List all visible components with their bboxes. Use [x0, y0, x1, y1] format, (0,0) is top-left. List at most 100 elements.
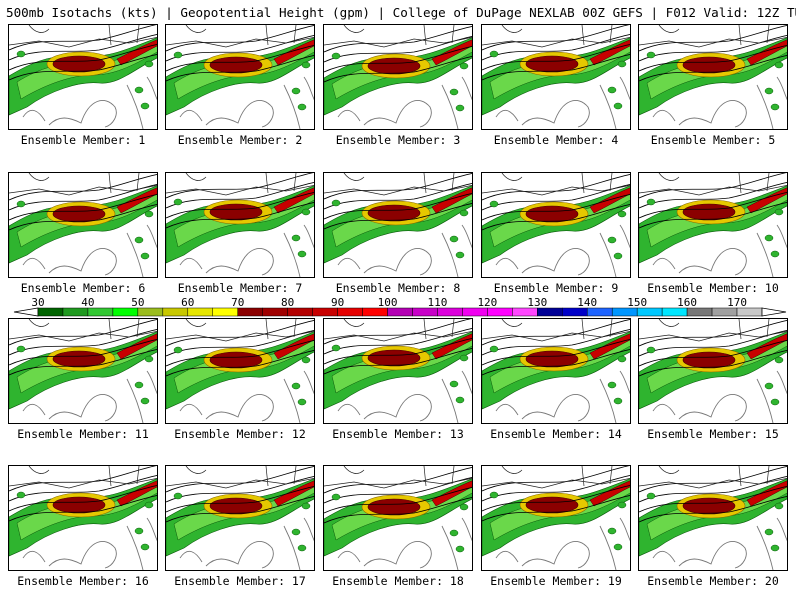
ensemble-member-map-10 — [638, 172, 788, 278]
height-contour — [482, 466, 630, 492]
chart-title: 500mb Isotachs (kts) | Geopotential Heig… — [6, 5, 796, 20]
jet-east-streak — [431, 480, 472, 507]
colorbar-tick-label: 80 — [281, 296, 295, 309]
small-isotach-blob — [140, 102, 150, 110]
height-contour — [482, 349, 630, 376]
small-isotach-blob — [297, 398, 307, 406]
jet-core — [682, 56, 736, 74]
small-isotach-blob — [489, 200, 499, 208]
ensemble-member-label: Ensemble Member: 14 — [490, 427, 622, 441]
ensemble-member-map-16 — [8, 465, 158, 571]
height-contour — [9, 194, 157, 221]
height-contour — [482, 495, 630, 522]
height-contour — [639, 466, 787, 493]
height-contour — [482, 44, 630, 71]
political-borders — [9, 319, 157, 342]
colorbar-swatch — [362, 307, 388, 317]
ensemble-member-label: Ensemble Member: 6 — [20, 281, 146, 295]
small-isotach-blob — [459, 62, 469, 70]
small-isotach-blob — [140, 397, 150, 405]
ensemble-member-label: Ensemble Member: 2 — [177, 133, 303, 147]
small-isotach-blob — [764, 87, 774, 95]
small-isotach-blob — [173, 198, 183, 206]
colorbar-swatch — [661, 307, 688, 317]
jet-east-streak — [116, 480, 157, 507]
small-isotach-blob — [331, 493, 341, 501]
height-contour — [639, 35, 787, 62]
height-contour — [324, 328, 472, 355]
height-contour — [324, 338, 472, 365]
height-contour — [166, 45, 314, 72]
jet-core — [525, 205, 579, 223]
height-contour — [9, 34, 157, 61]
jet-core — [209, 351, 263, 369]
jet-core — [525, 55, 579, 73]
political-borders — [166, 25, 314, 48]
ensemble-member-label: Ensemble Member: 16 — [17, 574, 149, 588]
ensemble-member-label: Ensemble Member: 18 — [332, 574, 464, 588]
coastline — [179, 76, 314, 129]
ensemble-member-map-12 — [165, 318, 315, 424]
small-isotach-blob — [134, 86, 144, 94]
ensemble-member-label: Ensemble Member: 17 — [174, 574, 306, 588]
small-isotach-blob — [455, 396, 465, 404]
height-contour — [9, 495, 157, 522]
height-contour — [482, 329, 630, 356]
height-contour — [9, 44, 157, 71]
ensemble-member-map-19 — [481, 465, 631, 571]
small-isotach-blob — [459, 209, 469, 217]
ensemble-member-label: Ensemble Member: 12 — [174, 427, 306, 441]
small-isotach-blob — [144, 501, 154, 509]
coastline — [495, 224, 630, 277]
political-borders — [324, 319, 472, 342]
small-isotach-blob — [617, 60, 627, 68]
coastline — [495, 76, 630, 129]
colorbar-tick-label: 60 — [181, 296, 195, 309]
small-isotach-blob — [613, 543, 623, 551]
colorbar-swatch — [586, 307, 613, 317]
small-isotach-blob — [646, 198, 656, 206]
small-isotach-blob — [144, 210, 154, 218]
small-isotach-blob — [489, 50, 499, 58]
small-isotach-blob — [331, 344, 341, 352]
small-isotach-blob — [134, 527, 144, 535]
height-contour — [324, 497, 472, 524]
ensemble-member-map-1 — [8, 24, 158, 130]
jet-east-streak — [746, 187, 787, 214]
small-isotach-blob — [134, 381, 144, 389]
jet-east-streak — [273, 187, 314, 214]
coastline — [652, 76, 787, 129]
coastline — [179, 517, 314, 570]
colorbar-swatch — [437, 307, 463, 317]
colorbar-tick-label: 70 — [231, 296, 245, 309]
political-borders — [324, 466, 472, 489]
small-isotach-blob — [449, 88, 459, 96]
colorbar-swatch — [462, 307, 488, 317]
small-isotach-blob — [455, 251, 465, 259]
jet-core — [209, 56, 263, 74]
ensemble-member-label: Ensemble Member: 19 — [490, 574, 622, 588]
coastline — [337, 224, 472, 277]
colorbar-tick-label: 150 — [627, 296, 648, 309]
jet-core — [682, 497, 736, 515]
height-contour — [166, 466, 314, 493]
jet-core — [52, 496, 106, 514]
colorbar-swatch — [686, 307, 713, 317]
small-isotach-blob — [764, 382, 774, 390]
height-contour — [9, 349, 157, 376]
height-contour — [166, 35, 314, 62]
jet-core — [52, 205, 106, 223]
small-isotach-blob — [331, 199, 341, 207]
small-isotach-blob — [617, 501, 627, 509]
height-contour — [166, 320, 314, 347]
small-isotach-blob — [774, 356, 784, 364]
colorbar-swatch — [636, 307, 663, 317]
small-isotach-blob — [173, 346, 183, 354]
colorbar-swatch — [487, 307, 513, 317]
political-borders — [324, 25, 472, 48]
height-contour — [9, 339, 157, 366]
small-isotach-blob — [173, 492, 183, 500]
jet-east-streak — [431, 39, 472, 66]
coastline — [22, 76, 157, 129]
small-isotach-blob — [301, 502, 311, 510]
